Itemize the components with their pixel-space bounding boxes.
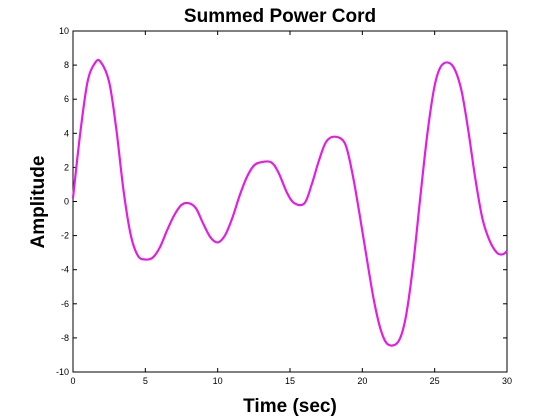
x-axis-label: Time (sec) [243,396,337,417]
x-tick-label: 5 [143,376,148,386]
y-tick-label: 2 [64,162,69,172]
y-tick-label: -4 [61,265,69,275]
x-tick-label: 15 [285,376,295,386]
plot-frame [72,30,508,373]
y-tick-label: 4 [64,128,69,138]
y-tick-label: 0 [64,197,69,207]
x-tick-label: 20 [357,376,367,386]
x-tick-label: 30 [502,376,512,386]
y-tick-label: -8 [61,333,69,343]
x-tick-label: 10 [213,376,223,386]
chart-title: Summed Power Cord [184,6,376,27]
x-tick-label: 0 [70,376,75,386]
y-tick-label: -2 [61,231,69,241]
y-tick-label: 6 [64,94,69,104]
plot-area: 0 5 10 15 20 25 30 -10 -8 -6 -4 -2 0 2 4 6 8 10 [56,26,512,386]
series-line [71,58,508,347]
y-tick-label: 8 [64,60,69,70]
y-axis-label: Amplitude [28,156,49,249]
y-tick-label: -6 [61,299,69,309]
y-tick-label: -10 [56,367,69,377]
x-tick-label: 25 [430,376,440,386]
y-tick-label: 10 [59,26,69,36]
